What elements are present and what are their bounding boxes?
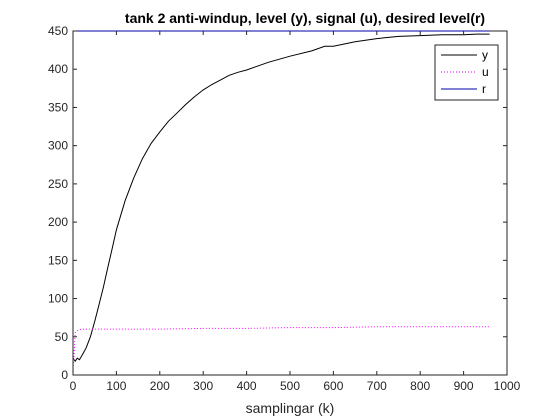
y-tick-label: 0 (61, 368, 68, 382)
x-tick-label: 300 (193, 379, 213, 393)
series-line-y (72, 33, 490, 363)
x-tick-label: 500 (280, 379, 300, 393)
legend-box (434, 44, 499, 101)
y-tick-label: 350 (48, 100, 68, 114)
chart-title: tank 2 anti-windup, level (y), signal (u… (125, 10, 485, 26)
y-axis: 0 50 100 150 200 250 300 350 400 450 (48, 24, 507, 382)
legend-label-y: y (482, 48, 488, 62)
x-tick-label: 100 (106, 379, 126, 393)
x-tick-label: 900 (454, 379, 474, 393)
legend-label-u: u (482, 65, 489, 79)
series-line-u (72, 326, 490, 376)
legend: yur (434, 44, 499, 101)
legend-label-r: r (482, 82, 486, 96)
x-tick-label: 700 (367, 379, 387, 393)
y-tick-label: 450 (48, 24, 68, 38)
x-tick-label: 0 (70, 379, 77, 393)
x-tick-label: 1000 (494, 379, 521, 393)
y-tick-label: 200 (48, 215, 68, 229)
y-tick-label: 100 (48, 292, 68, 306)
y-tick-label: 150 (48, 253, 68, 267)
x-axis-label: samplingar (k) (246, 400, 335, 416)
x-tick-label: 400 (237, 379, 257, 393)
x-tick-label: 800 (410, 379, 430, 393)
y-tick-label: 250 (48, 177, 68, 191)
y-tick-label: 50 (55, 330, 69, 344)
y-tick-label: 400 (48, 62, 68, 76)
x-tick-label: 200 (150, 379, 170, 393)
x-tick-label: 600 (323, 379, 343, 393)
y-tick-label: 300 (48, 139, 68, 153)
x-axis: 0 100 200 300 400 500 600 700 800 900 1000 (70, 31, 521, 393)
